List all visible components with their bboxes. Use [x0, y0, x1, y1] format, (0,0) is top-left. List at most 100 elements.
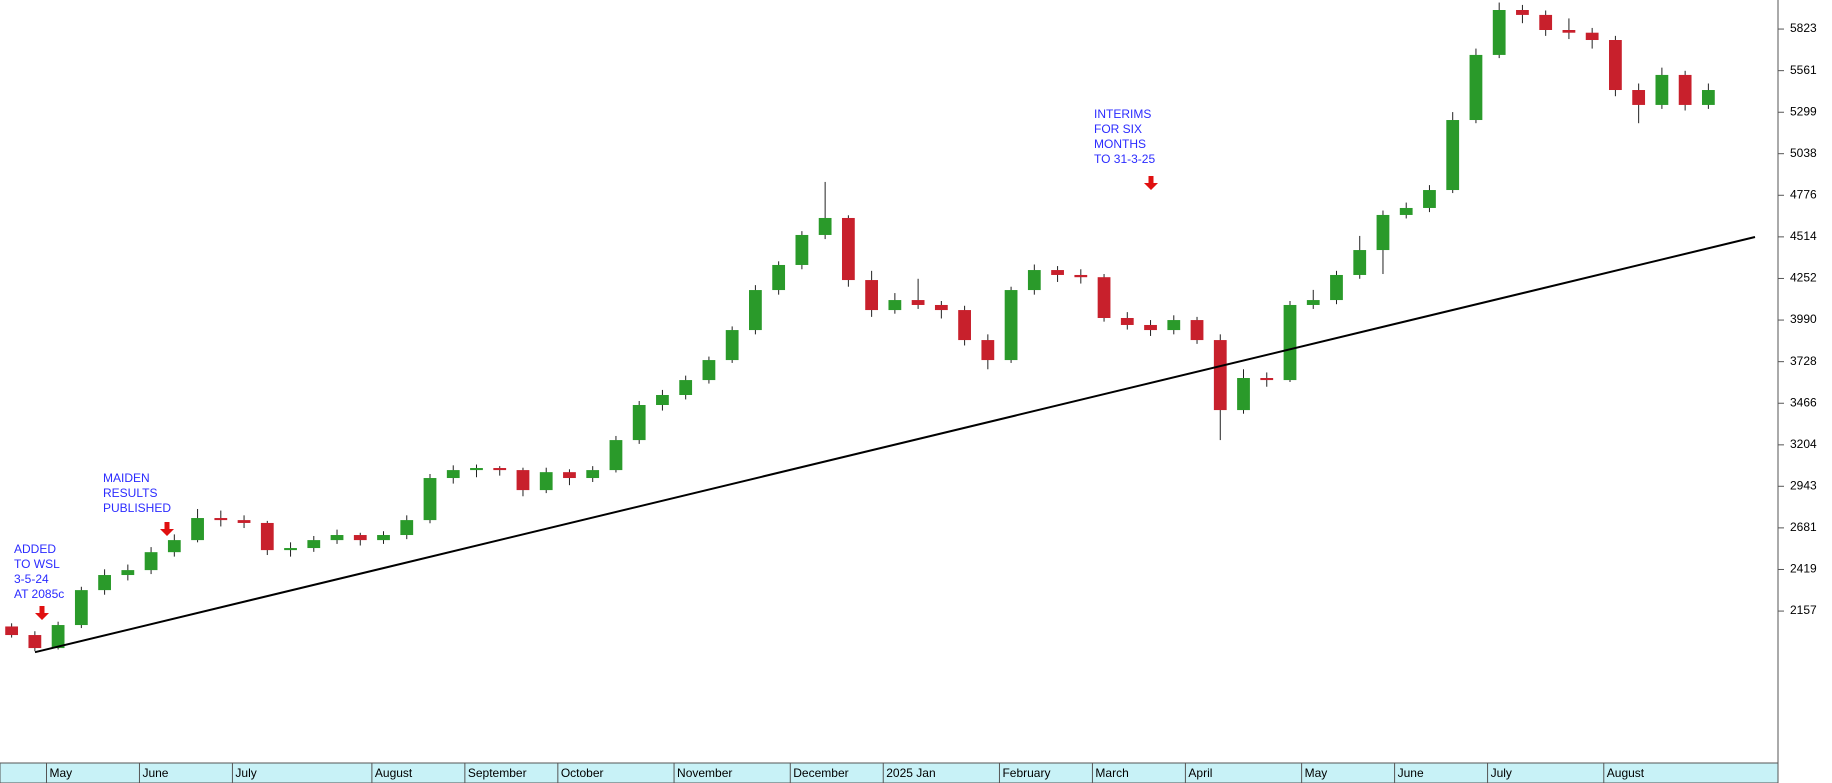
candle-body [5, 626, 19, 636]
x-tick-label: June [142, 766, 168, 780]
candle-body [1678, 74, 1692, 105]
annotation-text: TO 31-3-25 [1094, 152, 1155, 166]
candle-body [74, 590, 88, 626]
x-tick-label: August [375, 766, 413, 780]
candle-body [1516, 10, 1529, 15]
x-tick-label: August [1607, 766, 1645, 780]
candle-body [237, 520, 251, 523]
candle-body [1213, 340, 1227, 411]
annotation-text: INTERIMS [1094, 107, 1151, 121]
y-tick-label: 2157 [1790, 603, 1817, 617]
x-tick-label: April [1188, 766, 1212, 780]
annotation-text: PUBLISHED [103, 501, 171, 515]
y-tick-label: 5561 [1790, 63, 1817, 77]
candle-body [772, 264, 786, 291]
candle-body [1585, 32, 1599, 41]
annotation-text: ADDED [14, 542, 56, 556]
candle-body [1492, 10, 1506, 55]
y-tick-label: 4776 [1790, 187, 1817, 201]
candle-body [493, 468, 507, 471]
y-tick-label: 3204 [1790, 437, 1817, 451]
candle-body [516, 470, 530, 491]
candle-body [865, 280, 879, 311]
y-tick-label: 2943 [1790, 478, 1817, 492]
y-tick-label: 2419 [1790, 562, 1817, 576]
x-tick-label: May [1305, 766, 1328, 780]
candle-body [1701, 90, 1715, 105]
candle-body [1423, 190, 1436, 208]
annotation-text: RESULTS [103, 486, 157, 500]
candle-body [1120, 317, 1134, 325]
candle-body [1353, 250, 1367, 275]
candle-body [1376, 214, 1390, 251]
candle-body [1655, 74, 1669, 105]
candle-body [377, 535, 390, 541]
candle-body [423, 478, 437, 521]
candle-body [1399, 207, 1413, 215]
annotation-arrow [160, 522, 174, 536]
candle-body [1237, 378, 1250, 411]
candle-body [330, 535, 344, 541]
candle-body [725, 330, 739, 361]
candle-body [795, 234, 809, 265]
candle-body [656, 394, 669, 405]
candle-body [632, 404, 646, 441]
x-tick-label: March [1095, 766, 1128, 780]
candle-body [702, 360, 716, 381]
candle-body [1330, 274, 1343, 301]
y-tick-label: 4252 [1790, 271, 1817, 285]
candle-body [51, 625, 65, 649]
candle-body [841, 217, 855, 281]
x-tick-label: May [49, 766, 72, 780]
candle-body [260, 522, 274, 551]
candle-body [1004, 290, 1018, 361]
candle-body [818, 217, 832, 235]
candle-body [191, 518, 204, 541]
candle-body [586, 470, 600, 479]
candle-body [609, 440, 623, 471]
x-tick-label: February [1002, 766, 1050, 780]
candle-body [1562, 30, 1576, 33]
candle-body [121, 570, 135, 576]
y-tick-label: 5299 [1790, 104, 1817, 118]
annotation-text: FOR SIX [1094, 122, 1142, 136]
y-tick-label: 3728 [1790, 354, 1817, 368]
candle-body [284, 548, 297, 551]
x-tick-label: September [468, 766, 527, 780]
candle-body [1190, 320, 1204, 341]
annotation-arrow [1144, 176, 1158, 190]
candle-body [470, 468, 483, 471]
x-tick-label: 2025 Jan [886, 766, 935, 780]
candle-body [307, 540, 321, 549]
annotation-text: MONTHS [1094, 137, 1146, 151]
candle-body [1074, 274, 1088, 278]
candle-body [1306, 300, 1320, 305]
candle-body [1051, 270, 1064, 275]
y-tick-label: 2681 [1790, 520, 1817, 534]
candle-body [1167, 320, 1181, 331]
candle-body [1144, 324, 1157, 331]
candle-body [1539, 14, 1553, 31]
candle-body [446, 470, 460, 479]
candle-body [1027, 270, 1041, 291]
candle-body [679, 380, 693, 395]
candle-body [934, 304, 948, 311]
candle-body [1609, 40, 1622, 91]
candle-body [214, 518, 228, 521]
candle-body [981, 340, 995, 361]
candle-body [1097, 277, 1111, 318]
annotation-text: TO WSL [14, 557, 60, 571]
candle-body [28, 635, 42, 649]
candle-body [539, 472, 553, 491]
candle-body [749, 290, 762, 331]
candle-body [911, 300, 925, 305]
x-tick-label: October [561, 766, 604, 780]
x-tick-label: June [1398, 766, 1424, 780]
y-tick-label: 5823 [1790, 21, 1817, 35]
x-tick-label: July [235, 766, 256, 780]
candle-body [144, 552, 158, 571]
candle-body [98, 575, 111, 591]
y-tick-label: 3990 [1790, 312, 1817, 326]
candle-body [958, 310, 971, 341]
